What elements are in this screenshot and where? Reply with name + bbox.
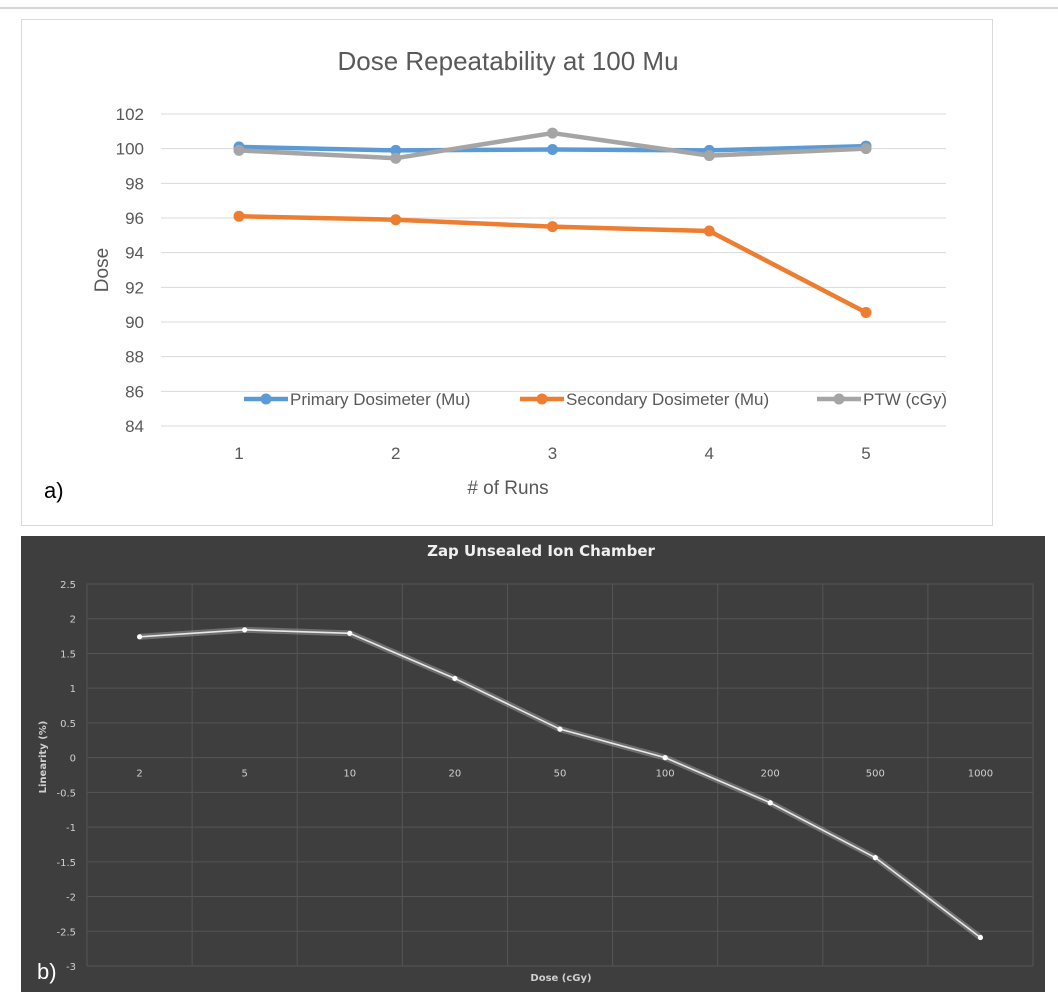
panel-label-a: a) xyxy=(44,478,64,503)
data-point xyxy=(452,675,458,682)
data-point xyxy=(233,210,245,222)
legend-label: PTW (cGy) xyxy=(863,390,947,409)
x-tick-label: 2 xyxy=(136,769,142,780)
y-tick-label: 2.5 xyxy=(60,580,76,591)
legend-label: Secondary Dosimeter (Mu) xyxy=(566,390,769,409)
legend-swatch-marker xyxy=(833,393,845,405)
linearity-chart: Zap Unsealed Ion Chamber -3 -2.5 -2 -1.5 -1 -0… xyxy=(38,542,1034,984)
data-point xyxy=(703,150,715,162)
x-tick-label: 5 xyxy=(861,444,870,463)
legend-swatch-marker xyxy=(536,393,548,405)
x-tick-label: 200 xyxy=(761,769,780,780)
y-tick-label: 2 xyxy=(70,615,76,626)
y-tick-label: 92 xyxy=(125,278,144,297)
y-tick-label: 96 xyxy=(125,209,144,228)
data-point xyxy=(547,221,558,233)
chart-title: Zap Unsealed Ion Chamber xyxy=(427,542,655,560)
data-point xyxy=(242,627,248,633)
data-point xyxy=(233,144,245,156)
x-tick-label: 1 xyxy=(234,444,243,463)
x-tick-label: 10 xyxy=(343,769,356,780)
y-tick-label: 1 xyxy=(70,684,76,695)
dose-repeatability-chart: Dose Repeatability at 100 Mu 84 86 88 90 92 94… xyxy=(92,46,947,499)
y-tick-label: 102 xyxy=(116,105,144,124)
y-tick-label: -1.5 xyxy=(56,858,76,869)
data-point xyxy=(547,127,558,139)
chart-title: Dose Repeatability at 100 Mu xyxy=(337,46,678,76)
chart-panel-b: Zap Unsealed Ion Chamber -3 -2.5 -2 -1.5 -1 -0… xyxy=(21,536,1045,992)
y-tick-label: 100 xyxy=(116,140,144,159)
data-point xyxy=(767,800,773,806)
y-tick-label: -1 xyxy=(66,823,76,834)
x-tick-label: 1000 xyxy=(968,769,993,780)
x-tick-label: 100 xyxy=(656,769,675,780)
data-point xyxy=(390,214,402,226)
x-tick-label: 4 xyxy=(705,444,714,463)
x-tick-label: 3 xyxy=(548,444,557,463)
data-point xyxy=(390,144,402,156)
chart-panel-a: Dose Repeatability at 100 Mu 84 86 88 90 92 94… xyxy=(21,19,993,526)
y-tick-label: -0.5 xyxy=(56,788,76,799)
y-axis-title: Dose xyxy=(92,248,113,292)
top-divider xyxy=(0,7,1058,9)
data-point xyxy=(860,143,872,155)
legend-label: Primary Dosimeter (Mu) xyxy=(290,390,470,409)
x-axis-title: # of Runs xyxy=(467,478,548,499)
data-point xyxy=(662,755,668,761)
x-tick-label: 50 xyxy=(554,769,567,780)
y-tick-label: 98 xyxy=(125,174,144,193)
x-tick-label: 5 xyxy=(241,769,247,780)
y-tick-label: 1.5 xyxy=(60,649,76,660)
y-tick-label: -2.5 xyxy=(56,927,76,938)
data-point xyxy=(136,634,143,640)
series-line-1 xyxy=(139,629,981,939)
y-tick-label: 88 xyxy=(125,348,144,367)
data-point xyxy=(977,934,984,941)
series-glow xyxy=(139,626,983,940)
y-tick-label: 90 xyxy=(125,313,144,332)
y-tick-label: 84 xyxy=(125,417,144,436)
y-tick-label: -3 xyxy=(66,962,76,973)
x-axis-title: Dose (cGy) xyxy=(530,973,591,984)
y-axis-title: Linearity (%) xyxy=(38,721,49,794)
x-tick-label: 2 xyxy=(391,444,400,463)
data-point xyxy=(860,306,872,318)
data-point xyxy=(547,144,558,156)
x-tick-label: 500 xyxy=(866,769,885,780)
y-tick-label: 0 xyxy=(70,754,76,765)
data-point xyxy=(872,855,878,861)
data-point xyxy=(347,630,353,636)
x-tick-label: 20 xyxy=(449,769,462,780)
data-point xyxy=(703,225,715,237)
y-tick-label: 0.5 xyxy=(60,719,76,730)
y-tick-label: 94 xyxy=(125,244,144,263)
data-point xyxy=(557,726,563,732)
data-point xyxy=(390,152,402,164)
panel-label-b: b) xyxy=(37,959,57,984)
y-tick-label: -2 xyxy=(66,893,76,904)
y-tick-label: 86 xyxy=(125,382,144,401)
legend-swatch-marker xyxy=(260,393,272,405)
